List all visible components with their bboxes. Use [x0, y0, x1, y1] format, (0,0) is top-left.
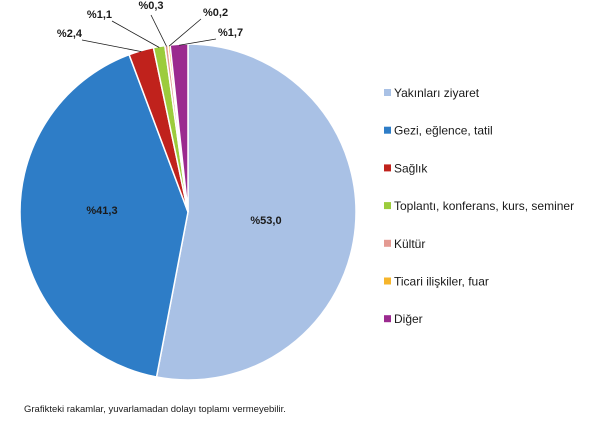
pie-slice-gezi-eglence-tatil: [19, 53, 189, 378]
leader-line-diger: [179, 38, 217, 46]
leader-line-ticari-iliskiler-fuar: [168, 18, 202, 47]
legend-swatch-kultur: [384, 239, 391, 247]
legend-label-gezi-eglence-tatil: Gezi, eğlence, tatil: [394, 124, 493, 138]
legend: Yakınları ziyaret Gezi, eğlence, tatil Sağ…: [384, 86, 574, 326]
legend-label-kultur: Kültür: [394, 237, 425, 251]
pie-slice-yakinlari-ziyaret: [155, 43, 357, 381]
legend-label-saglik: Sağlık: [394, 161, 428, 175]
data-label-toplanti-konferans-kurs-seminer: %1,1: [87, 9, 112, 21]
data-labels: %53,0 %41,3 %2,4 %1,1 %0,3 %0,2 %1,7: [57, 0, 282, 227]
legend-swatch-ticari-iliskiler-fuar: [384, 277, 391, 285]
legend-swatch-toplanti-konferans-kurs-seminer: [384, 202, 391, 210]
leader-line-toplanti-konferans-kurs-seminer: [111, 20, 160, 48]
label-leader-lines: [81, 14, 217, 53]
legend-swatch-gezi-eglence-tatil: [384, 126, 391, 134]
data-label-diger: %1,7: [218, 27, 243, 39]
leader-line-kultur: [150, 14, 167, 47]
data-label-yakinlari-ziyaret: %53,0: [250, 215, 281, 227]
legend-label-yakinlari-ziyaret: Yakınları ziyaret: [394, 86, 480, 100]
legend-label-diger: Diğer: [394, 312, 423, 326]
leader-line-saglik: [81, 39, 142, 53]
data-label-saglik: %2,4: [57, 28, 83, 40]
legend-swatch-saglik: [384, 164, 391, 172]
data-label-ticari-iliskiler-fuar: %0,2: [203, 7, 228, 19]
data-label-gezi-eglence-tatil: %41,3: [86, 205, 117, 217]
legend-label-toplanti-konferans-kurs-seminer: Toplantı, konferans, kurs, seminer: [394, 199, 574, 213]
legend-swatch-diger: [384, 315, 391, 323]
footnote: Grafikteki rakamlar, yuvarlamadan dolayı…: [24, 404, 286, 415]
pie-slices: [19, 43, 357, 381]
legend-label-ticari-iliskiler-fuar: Ticari ilişkiler, fuar: [394, 275, 489, 289]
data-label-kultur: %0,3: [138, 0, 163, 12]
legend-swatch-yakinlari-ziyaret: [384, 89, 391, 96]
